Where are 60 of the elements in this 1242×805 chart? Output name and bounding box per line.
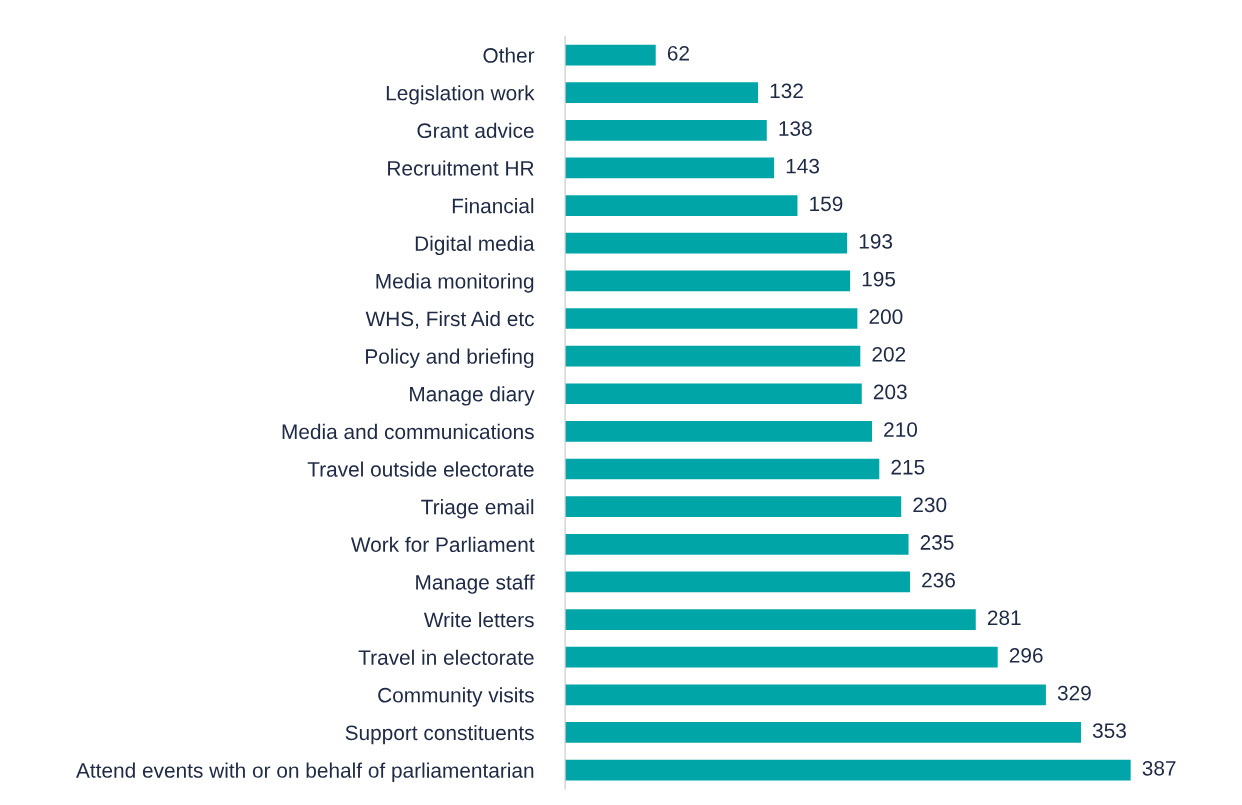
bar [565,82,759,104]
data-label: 236 [922,572,955,588]
data-label: 202 [872,346,906,362]
y-tick-label: Media monitoring [376,273,534,293]
data-label: 132 [770,83,803,99]
data-label: 195 [862,271,896,287]
y-tick-label: Support constituents [345,724,534,745]
data-label: 230 [913,497,947,513]
bar [565,119,767,141]
y-tick-label: Attend events with or on behalf of parliamentarian [76,762,534,782]
bar [565,571,910,593]
bar [565,195,798,216]
bar [565,421,872,442]
bar [565,759,1131,781]
bar [565,44,656,66]
y-tick-label: Legislation work [386,85,535,105]
data-label: 281 [987,610,1021,626]
bar [565,646,998,668]
y-tick-label: Manage staff [416,574,535,594]
bar [565,157,775,179]
bar [565,496,902,517]
data-label: 159 [810,196,843,212]
bar [565,383,862,405]
y-tick-label: Financial [452,198,534,214]
data-label: 329 [1057,685,1091,701]
bar [565,533,909,555]
y-tick-label: Community visits [378,687,534,707]
y-tick-label: Other [483,47,535,63]
data-label: 138 [779,121,812,136]
y-tick-label: Write letters [423,612,534,628]
data-label: 62 [667,45,689,61]
bar [565,345,861,367]
y-tick-label: Travel outside electorate [307,461,534,477]
data-label: 353 [1092,723,1126,739]
y-tick-label: Triage email [421,499,534,519]
data-label: 296 [1009,648,1043,663]
y-tick-label: Work for Parliament [350,536,535,553]
data-label: 215 [891,459,925,475]
bar [565,684,1046,706]
data-label: 203 [873,384,907,400]
y-tick-label: Grant advice [417,122,534,139]
bar [565,609,976,630]
y-tick-label: Digital media [415,235,535,256]
y-tick-label: Manage diary [410,386,535,406]
bar [565,722,1081,743]
data-label: 200 [869,309,903,325]
y-tick-label: Media and communications [282,423,534,440]
y-tick-label: Travel in electorate [358,649,534,665]
data-label: 143 [786,158,820,174]
data-label: 210 [884,422,918,437]
y-tick-label: Policy and briefing [366,348,534,368]
bar [565,308,858,329]
data-label: 235 [920,535,954,550]
y-tick-label: Recruitment HR [388,160,534,176]
data-label: 387 [1142,760,1176,776]
y-tick-label: WHS, First Aid etc [365,310,535,329]
data-label: 193 [859,234,893,249]
bar [565,458,880,480]
bar [565,270,851,292]
bar [565,232,848,254]
